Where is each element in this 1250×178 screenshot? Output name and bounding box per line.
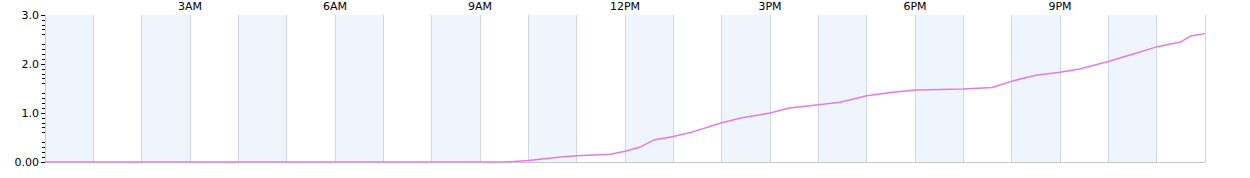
svg-text:12PM: 12PM [610, 0, 640, 13]
svg-text:2.0: 2.0 [22, 58, 40, 71]
svg-text:6AM: 6AM [323, 0, 347, 13]
svg-text:3AM: 3AM [178, 0, 202, 13]
svg-text:6PM: 6PM [903, 0, 926, 13]
svg-text:0.00: 0.00 [15, 156, 40, 169]
svg-text:9AM: 9AM [468, 0, 492, 13]
svg-text:3PM: 3PM [758, 0, 781, 13]
svg-text:1.0: 1.0 [22, 107, 40, 120]
svg-text:9PM: 9PM [1048, 0, 1071, 13]
svg-text:3.0: 3.0 [22, 9, 40, 22]
